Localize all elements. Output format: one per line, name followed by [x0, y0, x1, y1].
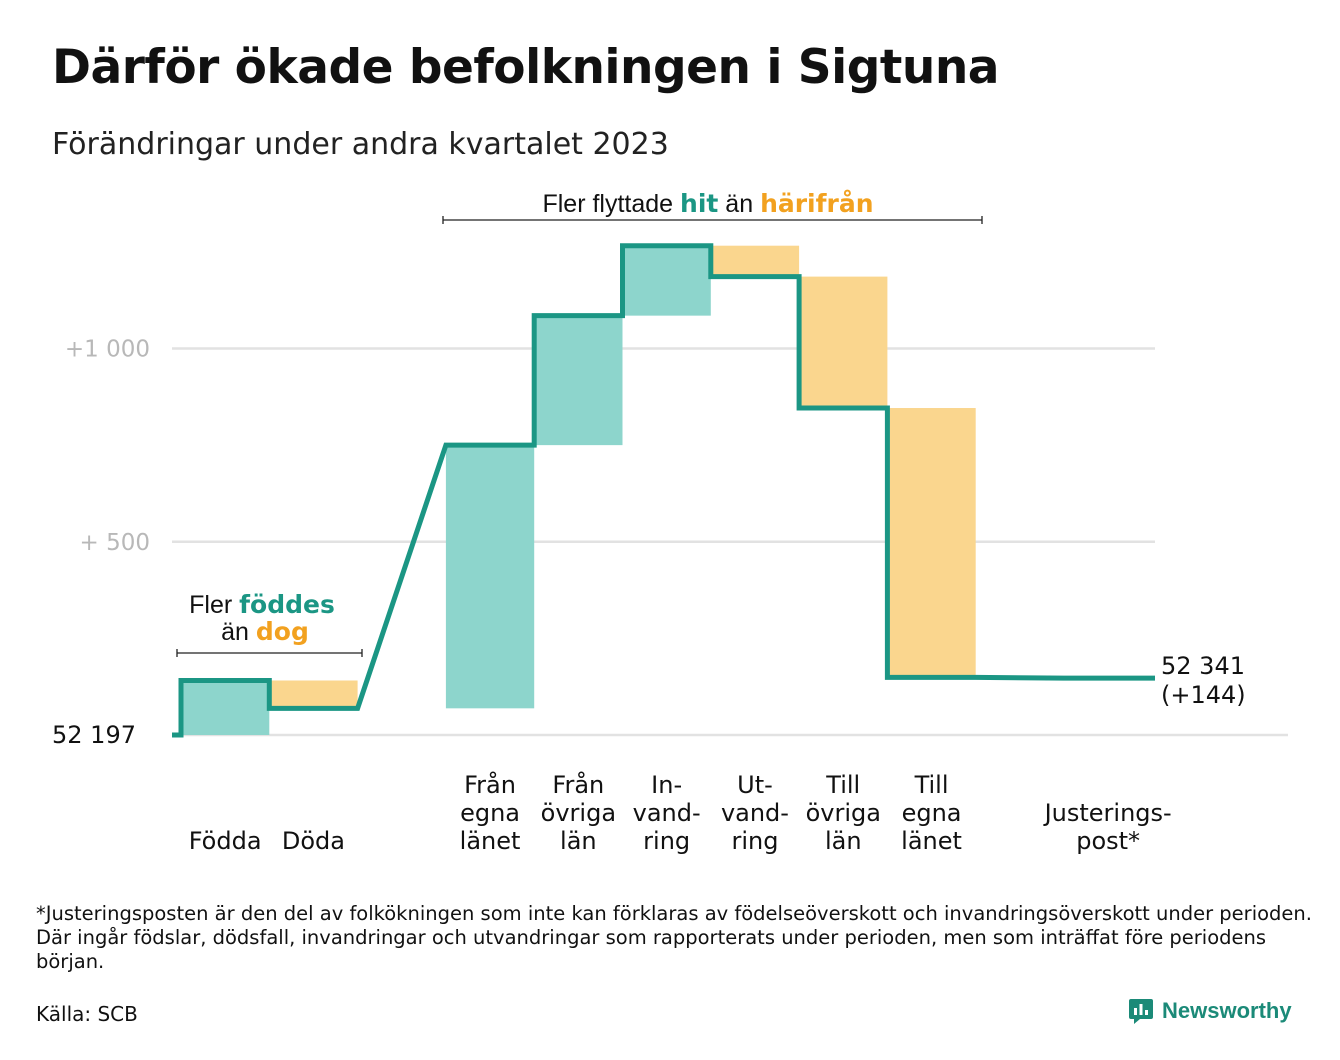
x-category-label: post* — [1076, 827, 1140, 855]
newsworthy-logo: Newsworthy — [1128, 997, 1292, 1025]
end-value-label: 52 341 — [1161, 652, 1245, 680]
bar — [445, 445, 535, 709]
bar — [710, 245, 800, 277]
x-category-label: län — [560, 827, 597, 855]
x-category-label: Ut- — [737, 771, 773, 799]
x-category-label: länet — [460, 827, 521, 855]
bar — [534, 315, 623, 446]
x-category-label: In- — [651, 771, 682, 799]
x-category-label: ring — [643, 827, 690, 855]
x-category-label: Från — [464, 770, 516, 799]
x-category-label: övriga — [806, 799, 881, 827]
x-category-label: Justerings- — [1043, 799, 1172, 827]
x-category-label: Döda — [282, 827, 345, 855]
y-tick-label: + 500 — [80, 530, 150, 556]
bar — [181, 680, 270, 735]
x-category-label: ring — [731, 827, 778, 855]
population-step-line — [172, 243, 1155, 738]
y-tick-label: +1 000 — [65, 337, 150, 363]
chart-title: Därför ökade befolkningen i Sigtuna — [52, 40, 1000, 95]
brand-name: Newsworthy — [1162, 998, 1292, 1023]
x-category-label: Födda — [189, 827, 262, 855]
annotation-migration-bracket — [442, 216, 983, 224]
x-category-label: länet — [901, 827, 962, 855]
x-category-label: Från — [552, 770, 604, 799]
bar — [622, 245, 711, 316]
annotation-births-line2: än dog — [221, 617, 309, 646]
bar — [887, 408, 976, 678]
newsworthy-icon — [1129, 999, 1153, 1024]
bar — [799, 276, 888, 409]
annotation-migration: Fler flyttade hit än härifrån — [542, 189, 873, 218]
x-category-label: övriga — [541, 799, 616, 827]
x-category-label: Till — [825, 771, 860, 799]
end-change-label: (+144) — [1161, 681, 1246, 709]
source-label: Källa: SCB — [36, 1002, 138, 1026]
x-category-label: län — [825, 827, 862, 855]
x-category-label: egna — [460, 799, 520, 827]
bar — [269, 680, 358, 709]
x-category-label: Till — [914, 771, 949, 799]
x-category-label: vand- — [633, 799, 701, 827]
footnote: *Justeringsposten är den del av folkökni… — [36, 902, 1312, 973]
annotation-births-bracket — [176, 649, 363, 657]
x-category-label: vand- — [721, 799, 789, 827]
start-value-label: 52 197 — [52, 721, 136, 749]
annotation-births-line1: Fler föddes — [189, 590, 335, 619]
chart-subtitle: Förändringar under andra kvartalet 2023 — [52, 127, 669, 162]
x-category-label: egna — [902, 799, 962, 827]
